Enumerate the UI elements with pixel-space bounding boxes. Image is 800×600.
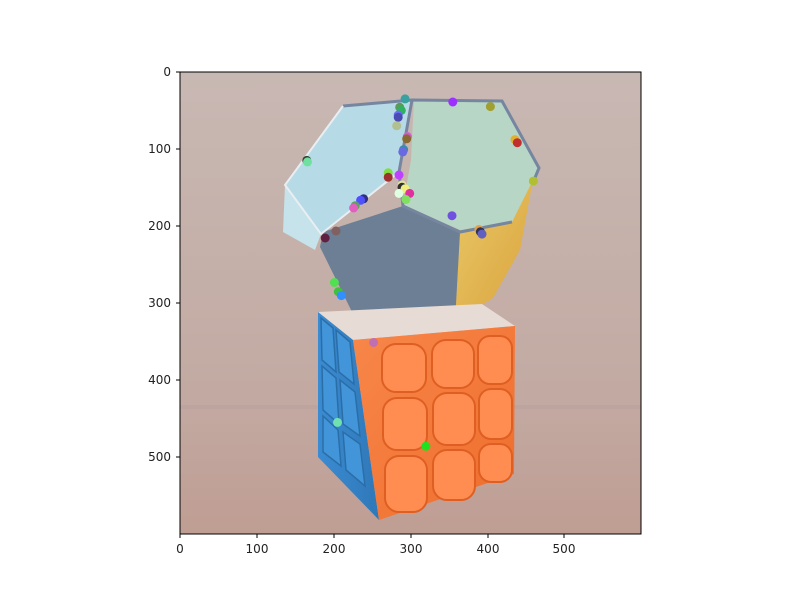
tile <box>478 388 513 440</box>
cube-front-tiles <box>381 335 513 513</box>
x-tick-label: 200 <box>323 542 346 556</box>
keypoint-marker <box>331 226 341 236</box>
x-axis: 0 100 200 300 400 500 <box>176 534 575 556</box>
rubiks-cube <box>318 304 515 520</box>
keypoint-marker <box>398 147 408 157</box>
tile <box>382 397 428 451</box>
photo <box>180 72 641 534</box>
tile <box>322 414 342 468</box>
dodeca-right-face <box>403 100 539 230</box>
x-tick-label: 500 <box>553 542 576 556</box>
keypoint-marker <box>447 211 457 221</box>
tile <box>431 339 475 389</box>
tile <box>384 455 428 513</box>
x-tick-label: 400 <box>477 542 500 556</box>
keypoint-marker <box>349 203 359 213</box>
keypoint-marker <box>401 195 411 204</box>
tile <box>335 328 355 386</box>
tile <box>339 378 361 438</box>
keypoints <box>302 94 538 451</box>
keypoint-marker <box>421 441 431 451</box>
y-tick-label: 400 <box>148 373 171 387</box>
y-tick-label: 0 <box>163 65 171 79</box>
keypoint-marker <box>329 278 339 287</box>
cube-left-tiles <box>320 316 366 488</box>
keypoint-marker <box>303 157 312 167</box>
y-axis: 0 100 200 300 400 500 <box>148 65 180 464</box>
dodeca-left-lower-face <box>283 185 321 250</box>
keypoint-marker <box>383 172 393 182</box>
y-tick-label: 300 <box>148 296 171 310</box>
keypoint-marker <box>528 176 538 186</box>
keypoint-marker <box>394 188 404 198</box>
x-tick-label: 100 <box>246 542 269 556</box>
cube-top-face <box>318 304 515 340</box>
keypoint-marker <box>477 229 487 239</box>
keypoint-marker <box>336 291 346 301</box>
dodeca-left-face <box>285 100 412 234</box>
y-tick-label: 100 <box>148 142 171 156</box>
y-tick-label: 500 <box>148 450 171 464</box>
dodeca-front-face <box>320 206 460 328</box>
keypoint-marker <box>333 417 342 427</box>
keypoint-marker <box>485 102 495 112</box>
tile <box>320 316 337 374</box>
x-tick-label: 0 <box>176 542 184 556</box>
dodeca-edges <box>342 98 541 186</box>
tile <box>381 343 427 393</box>
tile <box>342 430 366 488</box>
tile <box>432 449 476 501</box>
tile <box>478 443 513 483</box>
keypoint-marker <box>393 112 403 122</box>
keypoint-marker <box>394 170 404 180</box>
tile <box>477 335 513 385</box>
keypoint-marker <box>369 338 379 347</box>
keypoint-marker <box>448 97 458 107</box>
keypoint-marker <box>512 138 522 148</box>
keypoint-marker <box>320 233 330 243</box>
keypoint-marker <box>392 121 402 131</box>
tile <box>432 392 476 446</box>
keypoint-marker <box>402 134 412 144</box>
x-tick-label: 300 <box>400 542 423 556</box>
keypoint-marker <box>400 94 410 104</box>
y-tick-label: 200 <box>148 219 171 233</box>
